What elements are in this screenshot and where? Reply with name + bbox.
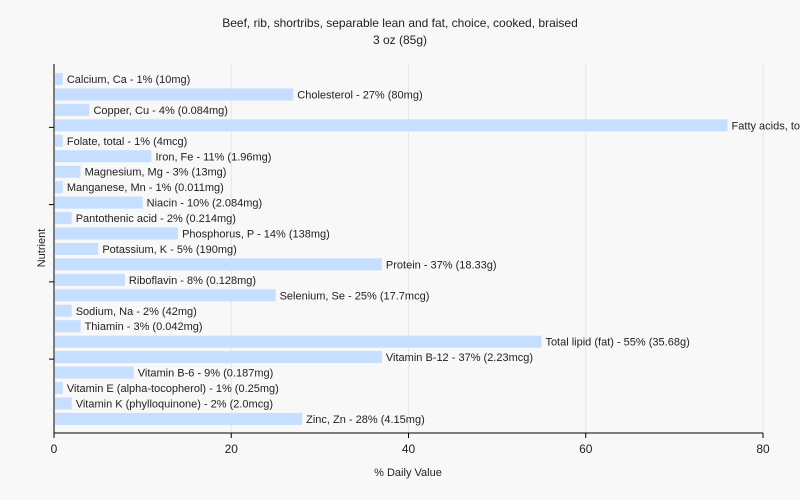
bar-label-18: Vitamin B-12 - 37% (2.23mcg)	[386, 352, 533, 364]
bar-19	[55, 366, 134, 379]
y-axis-label: Nutrient	[36, 229, 48, 268]
chart-subtitle: 3 oz (85g)	[373, 33, 427, 47]
bar-label-0: Calcium, Ca - 1% (10mg)	[67, 74, 190, 86]
bar-17	[55, 335, 542, 348]
x-tick-label-4: 80	[756, 442, 770, 456]
bar-22	[55, 412, 303, 425]
bar-2	[55, 103, 90, 116]
bar-label-1: Cholesterol - 27% (80mg)	[297, 89, 422, 101]
x-tick-label-1: 20	[225, 442, 239, 456]
bar-8	[55, 196, 143, 209]
x-tick-label-3: 60	[579, 442, 593, 456]
x-axis-label: % Daily Value	[374, 467, 442, 479]
bar-label-5: Iron, Fe - 11% (1.96mg)	[155, 151, 271, 163]
bar-3	[55, 119, 728, 132]
bars: Calcium, Ca - 1% (10mg) Cholesterol - 27%…	[55, 73, 800, 426]
bar-label-17: Total lipid (fat) - 55% (35.68g)	[545, 337, 689, 349]
bar-16	[55, 320, 81, 333]
bar-0	[55, 73, 63, 85]
bar-18	[55, 351, 382, 364]
bar-6	[55, 165, 81, 178]
axes: 0 20 40 60 80	[49, 64, 770, 456]
bar-9	[55, 212, 72, 225]
bar-11	[55, 242, 99, 255]
bar-4	[55, 134, 63, 147]
bar-label-11: Potassium, K - 5% (190mg)	[102, 244, 237, 256]
bar-5	[55, 150, 152, 163]
bar-21	[55, 397, 72, 410]
bar-13	[55, 273, 125, 286]
bar-15	[55, 304, 72, 317]
bar-label-6: Magnesium, Mg - 3% (13mg)	[85, 167, 227, 179]
bar-12	[55, 258, 382, 271]
bar-label-7: Manganese, Mn - 1% (0.011mg)	[67, 182, 224, 194]
bar-label-21: Vitamin K (phylloquinone) - 2% (2.0mcg)	[76, 398, 273, 410]
bar-label-8: Niacin - 10% (2.084mg)	[147, 198, 263, 210]
bar-label-4: Folate, total - 1% (4mcg)	[67, 136, 187, 148]
x-tick-label-2: 40	[402, 442, 416, 456]
bar-label-19: Vitamin B-6 - 9% (0.187mg)	[138, 368, 274, 380]
bar-label-20: Vitamin E (alpha-tocopherol) - 1% (0.25m…	[67, 383, 279, 395]
bar-label-9: Pantothenic acid - 2% (0.214mg)	[76, 213, 236, 225]
bar-10	[55, 227, 179, 240]
x-tick-label-0: 0	[51, 442, 58, 456]
bar-20	[55, 382, 63, 394]
bar-label-14: Selenium, Se - 25% (17.7mcg)	[280, 290, 430, 302]
bar-7	[55, 181, 63, 194]
bar-label-2: Copper, Cu - 4% (0.084mg)	[93, 105, 228, 117]
bar-label-16: Thiamin - 3% (0.042mg)	[85, 321, 203, 333]
bar-label-12: Protein - 37% (18.33g)	[386, 259, 497, 271]
bar-14	[55, 289, 276, 302]
bar-1	[55, 88, 294, 101]
bar-label-15: Sodium, Na - 2% (42mg)	[76, 306, 197, 318]
bar-label-22: Zinc, Zn - 28% (4.15mg)	[306, 414, 425, 426]
bar-label-10: Phosphorus, P - 14% (138mg)	[182, 229, 330, 241]
bar-label-13: Riboflavin - 8% (0.128mg)	[129, 275, 256, 287]
bar-label-3: Fatty acids, total saturated - 76% (15.1…	[732, 120, 800, 132]
chart-title: Beef, rib, shortribs, separable lean and…	[222, 16, 578, 30]
